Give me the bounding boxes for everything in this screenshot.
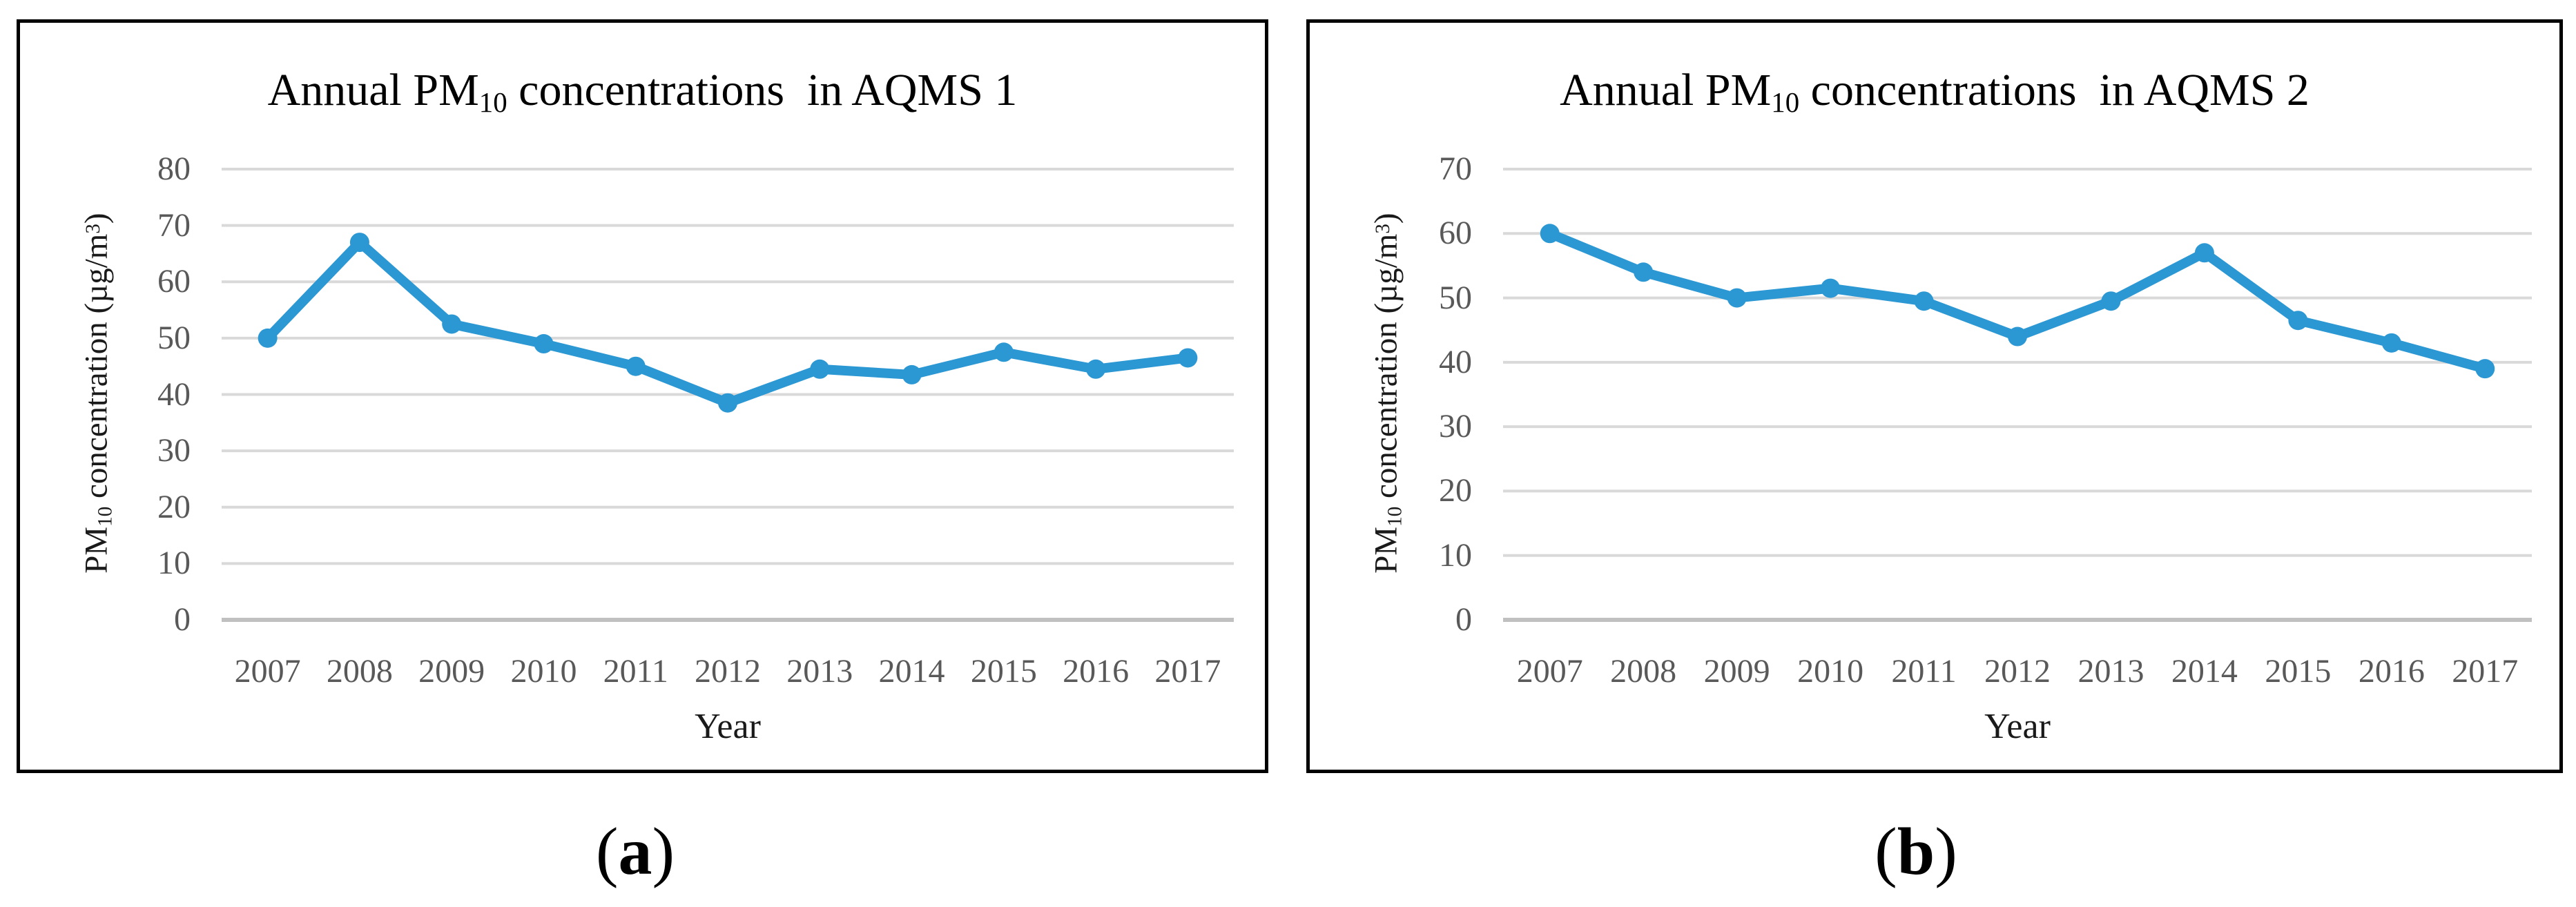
data-line bbox=[1544, 228, 2490, 374]
y-tick-label: 60 bbox=[157, 263, 191, 300]
caption-b-close: ) bbox=[1935, 815, 1957, 889]
y-tick-label: 20 bbox=[157, 488, 191, 525]
data-point-marker bbox=[1540, 224, 1560, 244]
x-tick-label: 2014 bbox=[2171, 653, 2238, 690]
chart-title-aqms2: Annual PM10 concentrations in AQMS 2 bbox=[1310, 64, 2559, 119]
x-tick-label: 2016 bbox=[2358, 653, 2425, 690]
x-tick-label: 2013 bbox=[786, 653, 853, 690]
x-tick-label: 2016 bbox=[1063, 653, 1130, 690]
y-tick-label: 10 bbox=[1439, 536, 1472, 574]
data-point-marker bbox=[2008, 326, 2027, 347]
data-point-marker bbox=[1821, 278, 1841, 298]
chart-title-text: Annual PM bbox=[1560, 65, 1772, 115]
chart-title-subscript: 10 bbox=[1771, 87, 1800, 119]
x-tick-label: 2011 bbox=[603, 653, 668, 690]
data-point-marker bbox=[349, 233, 369, 253]
chart-panel-aqms1-inner: Annual PM10 concentrations in AQMS 1 PM1… bbox=[20, 23, 1265, 770]
caption-a-open: ( bbox=[595, 815, 619, 889]
data-point-marker bbox=[2381, 333, 2401, 353]
chart-title-text-rest: concentrations in AQMS 2 bbox=[1799, 65, 2309, 115]
data-point-marker bbox=[994, 342, 1014, 362]
caption-a-close: ) bbox=[652, 815, 675, 889]
data-point-marker bbox=[2288, 311, 2308, 331]
chart-panel-aqms1: Annual PM10 concentrations in AQMS 1 PM1… bbox=[17, 19, 1268, 773]
x-tick-label: 2010 bbox=[510, 653, 577, 690]
chart-panel-aqms2-inner: Annual PM10 concentrations in AQMS 2 PM1… bbox=[1310, 23, 2559, 770]
y-tick-label: 20 bbox=[1439, 472, 1472, 509]
x-tick-label: 2015 bbox=[970, 653, 1037, 690]
x-tick-label: 2007 bbox=[1516, 653, 1583, 690]
data-point-marker bbox=[1727, 288, 1747, 308]
data-point-marker bbox=[442, 314, 462, 334]
data-point-marker bbox=[534, 334, 554, 354]
chart-title-subscript: 10 bbox=[478, 87, 507, 119]
y-axis-title-subscript: 10 bbox=[1384, 506, 1406, 527]
data-line bbox=[262, 237, 1193, 408]
x-tick-label: 2014 bbox=[878, 653, 945, 690]
data-point-marker bbox=[1914, 291, 1934, 311]
line-chart-svg bbox=[1503, 168, 2532, 622]
caption-a-letter: a bbox=[618, 815, 652, 889]
data-point-marker bbox=[1634, 262, 1654, 282]
chart-title-text-rest: concentrations in AQMS 1 bbox=[507, 65, 1018, 115]
y-tick-label: 0 bbox=[1455, 601, 1472, 638]
y-tick-label: 80 bbox=[157, 150, 191, 187]
x-tick-label: 2009 bbox=[418, 653, 485, 690]
x-tick-label: 2010 bbox=[1797, 653, 1864, 690]
x-tick-label: 2007 bbox=[234, 653, 301, 690]
x-tick-label: 2009 bbox=[1703, 653, 1770, 690]
data-point-marker bbox=[902, 364, 922, 384]
x-axis-title-aqms2: Year bbox=[1984, 707, 2051, 746]
data-point-marker bbox=[1178, 348, 1198, 368]
y-tick-label: 10 bbox=[157, 545, 191, 582]
x-tick-label: 2015 bbox=[2265, 653, 2332, 690]
data-point-marker bbox=[626, 356, 646, 376]
y-tick-label: 50 bbox=[157, 319, 191, 356]
data-point-marker bbox=[810, 359, 830, 379]
data-point-marker bbox=[718, 393, 737, 413]
caption-b-open: ( bbox=[1875, 815, 1897, 889]
x-tick-label: 2013 bbox=[2078, 653, 2144, 690]
data-point-marker bbox=[2194, 243, 2214, 263]
y-tick-label: 30 bbox=[1439, 408, 1472, 445]
y-tick-label: 40 bbox=[1439, 343, 1472, 380]
chart-title-aqms1: Annual PM10 concentrations in AQMS 1 bbox=[20, 64, 1265, 119]
y-tick-label: 40 bbox=[157, 376, 191, 413]
caption-a: (a) bbox=[596, 813, 675, 890]
caption-b-letter: b bbox=[1897, 815, 1935, 889]
x-tick-label: 2008 bbox=[326, 653, 393, 690]
data-point-marker bbox=[1086, 359, 1106, 379]
x-tick-label: 2008 bbox=[1610, 653, 1677, 690]
y-tick-label: 70 bbox=[1439, 150, 1472, 187]
data-point-marker bbox=[2101, 291, 2121, 311]
x-axis-title-aqms1: Year bbox=[695, 707, 761, 746]
y-tick-label: 30 bbox=[157, 432, 191, 469]
x-tick-label: 2012 bbox=[1984, 653, 2051, 690]
x-tick-label: 2017 bbox=[1154, 653, 1221, 690]
data-point-marker bbox=[2475, 359, 2495, 379]
x-tick-label: 2011 bbox=[1891, 653, 1957, 690]
x-tick-label: 2017 bbox=[2452, 653, 2519, 690]
line-chart-svg bbox=[222, 168, 1234, 622]
y-tick-label: 60 bbox=[1439, 215, 1472, 252]
y-tick-label: 0 bbox=[174, 601, 191, 638]
caption-b: (b) bbox=[1875, 813, 1957, 890]
data-point-marker bbox=[258, 328, 278, 348]
chart-panel-aqms2: Annual PM10 concentrations in AQMS 2 PM1… bbox=[1306, 19, 2563, 773]
y-tick-label: 50 bbox=[1439, 279, 1472, 316]
x-tick-label: 2012 bbox=[695, 653, 761, 690]
chart-title-text: Annual PM bbox=[267, 65, 479, 115]
y-tick-label: 70 bbox=[157, 206, 191, 244]
